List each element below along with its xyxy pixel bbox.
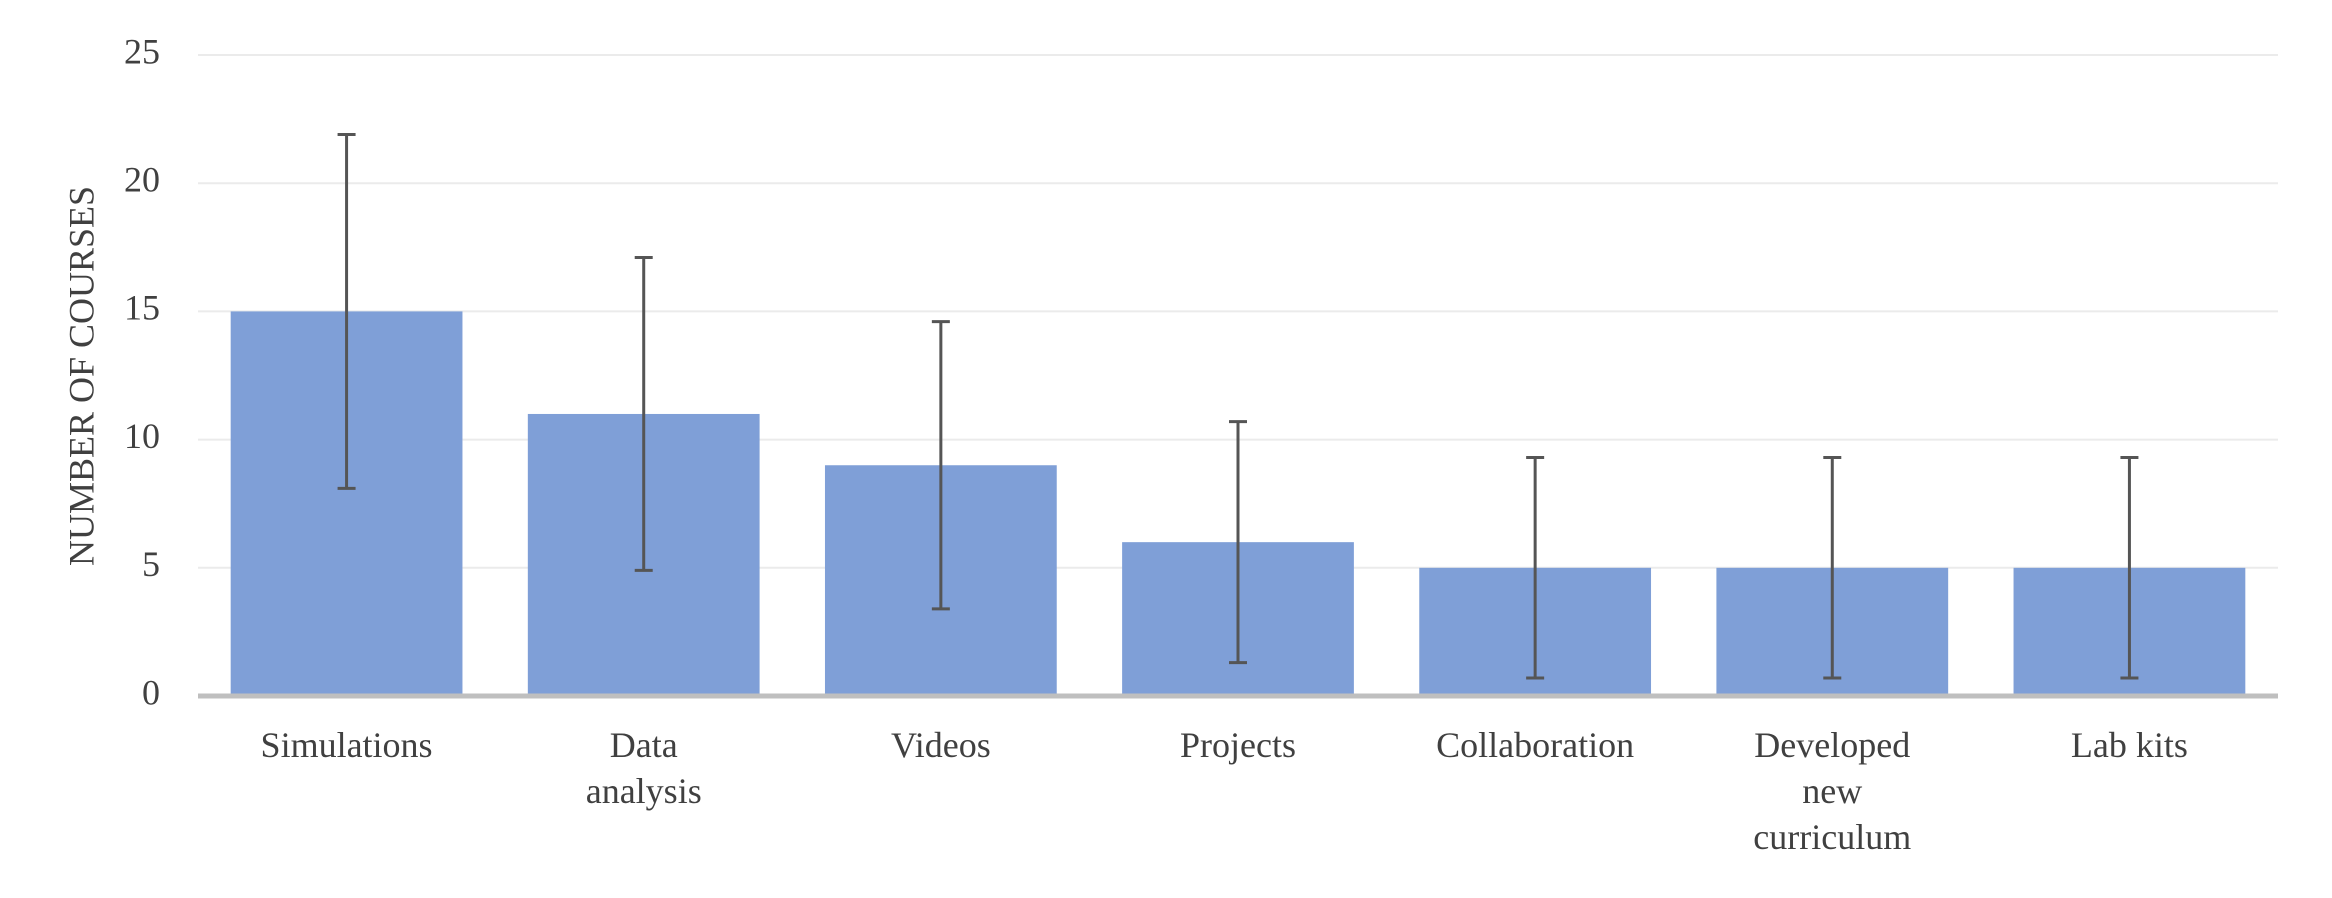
y-tick-label: 5: [142, 544, 160, 584]
x-tick-label: Developed new curriculum: [1753, 725, 1912, 857]
x-tick-label: Lab kits: [2070, 725, 2188, 765]
error-bar: [1229, 420, 1247, 665]
x-tick-label: Projects: [1180, 725, 1296, 765]
y-tick-label: 10: [124, 416, 160, 456]
y-tick-label: 25: [124, 31, 160, 71]
y-axis-title: NUMBER OF COURSES: [61, 186, 101, 566]
x-tick-label: Simulations: [260, 725, 433, 765]
x-tick-label: Videos: [890, 725, 991, 765]
x-tick-label: Data analysis: [585, 725, 702, 811]
error-bar: [1526, 456, 1545, 680]
y-tick-label: 15: [124, 288, 160, 328]
error-bar: [337, 132, 356, 490]
error-bar: [2120, 456, 2139, 680]
error-bar: [1823, 456, 1842, 680]
y-tick-label: 0: [142, 672, 160, 712]
error-bar: [634, 256, 653, 572]
error-bar: [931, 320, 950, 611]
y-tick-label: 20: [124, 159, 160, 199]
x-tick-label: Collaboration: [1436, 725, 1635, 765]
